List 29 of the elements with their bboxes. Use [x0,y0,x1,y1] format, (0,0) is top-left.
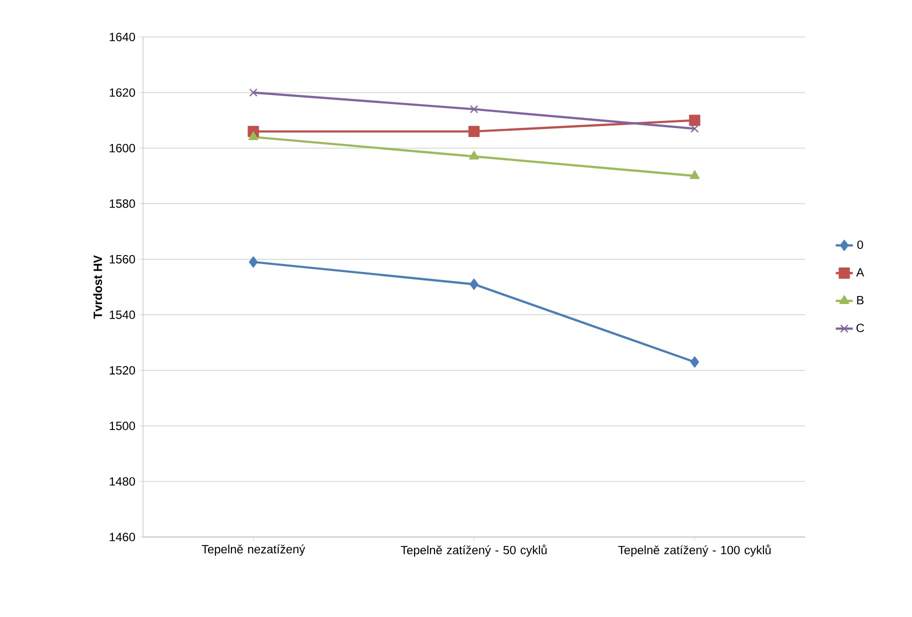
point [470,105,478,114]
y-tick-label: 1460 [110,532,136,542]
point [248,131,258,140]
point [690,124,699,133]
legend-label: C [856,324,864,332]
y-tick-label: 1500 [110,422,136,430]
y-tick-label: 1580 [110,199,136,208]
legend-label: 0 [857,240,864,249]
point [690,170,700,179]
y-tick-label: 1620 [110,88,136,97]
point [470,278,478,290]
y-tick-label: 1640 [110,32,136,42]
legend-label: B [857,296,864,304]
x-tick-label: Tepelně nezatížený [202,544,306,556]
y-axis-title: Tvrdost HV [93,255,102,319]
y-tick-label: 1540 [110,310,136,319]
point [248,256,258,268]
x-tick-label: Tepelně zatížený - 50 cyklů [400,544,547,557]
y-tick-label: 1600 [110,144,136,152]
point [468,126,480,138]
point [469,150,479,160]
y-tick-label: 1560 [110,254,136,264]
x-tick-label: Tepelně zatížený - 100 cyklů [618,544,771,557]
y-tick-label: 1480 [110,477,136,486]
legend-label: A [856,268,864,277]
y-tick-label: 1520 [110,366,136,375]
point [690,356,700,368]
point [249,88,258,97]
point [689,114,700,126]
